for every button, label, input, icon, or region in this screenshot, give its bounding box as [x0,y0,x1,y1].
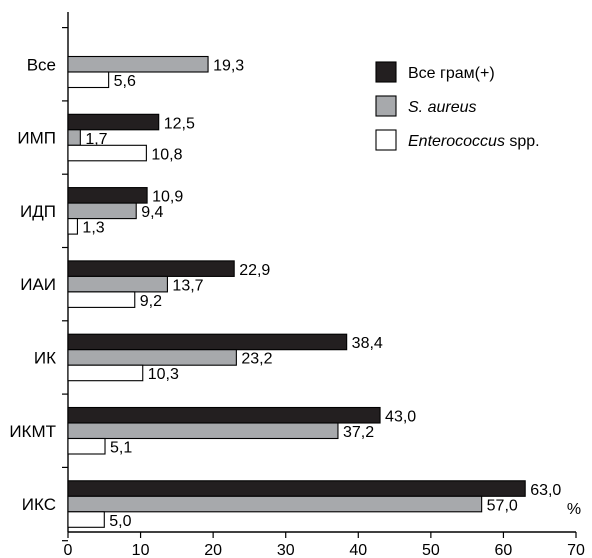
value-label: 57,0 [487,497,518,514]
value-label: 10,8 [151,146,182,163]
category-label: ИК [34,348,56,367]
x-tick-label: 50 [422,542,440,558]
category-label: Все [27,55,56,74]
value-label: 12,5 [164,115,195,132]
legend-swatch [375,129,397,151]
bar [67,113,160,131]
bar [67,275,168,293]
value-label: 22,9 [239,262,270,279]
legend-label: S. aureus [408,99,476,116]
bar [67,422,339,440]
category-label: ИМП [17,129,56,148]
value-label: 5,0 [109,513,131,530]
legend-swatch [375,95,397,117]
bar [67,260,235,277]
category-label: ИКС [22,495,56,514]
value-label: 37,2 [343,424,374,441]
value-label: 38,4 [352,335,383,352]
bar [67,291,136,308]
bar [67,202,137,220]
category-label: ИАИ [20,275,56,294]
bar [67,349,237,366]
bar [67,71,110,89]
x-tick-label: 70 [567,542,585,558]
value-label: 9,4 [141,204,163,221]
x-tick-label: 40 [349,542,367,558]
x-tick-label: 60 [495,542,513,558]
value-label: 63,0 [530,482,561,499]
x-unit-label: % [567,501,581,518]
value-label: 5,1 [110,440,132,457]
bar [67,480,526,497]
legend-label: Все грам(+) [408,65,495,82]
bar [67,511,105,528]
value-label: 19,3 [213,58,244,75]
value-label: 10,3 [148,366,179,383]
bar [67,406,381,424]
x-tick-label: 10 [132,542,150,558]
value-label: 5,6 [114,73,136,90]
x-tick-label: 20 [204,542,222,558]
bar [67,187,148,204]
bar [67,437,106,455]
bar [67,129,81,146]
legend-swatch [375,61,397,83]
bar [67,364,144,382]
bar [67,495,483,513]
value-label: 10,9 [152,189,183,206]
value-label: 1,7 [85,131,107,148]
value-label: 13,7 [172,277,203,294]
bar [67,144,147,162]
bar [67,333,348,351]
value-label: 43,0 [385,409,416,426]
legend-label: Enterococcus spp. [408,133,540,150]
value-label: 23,2 [241,351,272,368]
category-label: ИДП [20,202,56,221]
bar [67,55,209,73]
value-label: 1,3 [82,220,104,237]
value-label: 9,2 [140,293,162,310]
category-label: ИКМТ [9,422,56,441]
x-tick-label: 30 [277,542,295,558]
x-tick-label: 0 [64,542,73,558]
bar [67,218,78,235]
